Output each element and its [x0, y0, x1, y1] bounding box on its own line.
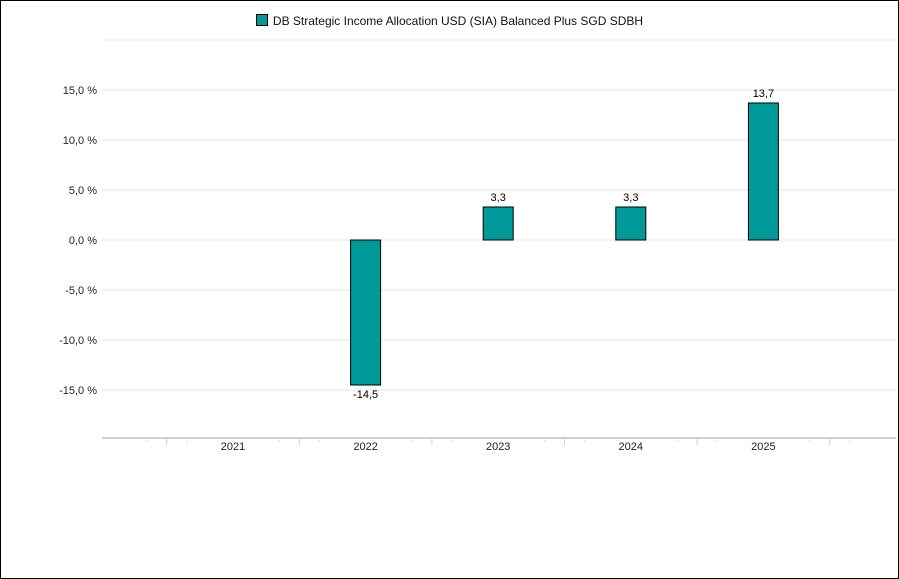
data-label: 3,3: [491, 192, 506, 204]
y-tick-label: 0,0 %: [69, 235, 97, 247]
x-tick-label: 2025: [751, 441, 775, 453]
x-tick-label: 2022: [353, 441, 377, 453]
y-tick-label: 5,0 %: [69, 185, 97, 197]
chart-legend: DB Strategic Income Allocation USD (SIA)…: [0, 14, 899, 28]
y-tick-label: -15,0 %: [59, 385, 97, 397]
legend-label: DB Strategic Income Allocation USD (SIA)…: [272, 14, 644, 28]
data-labels: -14,5 3,3 3,3 13,7: [353, 88, 774, 401]
y-tick-label: -5,0 %: [65, 285, 97, 297]
data-label: 3,3: [623, 192, 638, 204]
data-label: -14,5: [353, 389, 378, 401]
y-tick-label: 15,0 %: [63, 85, 97, 97]
x-tick-label: 2023: [486, 441, 510, 453]
bar: [482, 206, 514, 241]
legend-swatch: [255, 14, 268, 26]
y-tick-label: -10,0 %: [59, 335, 97, 347]
bars: [350, 102, 779, 386]
y-tick-label: 10,0 %: [63, 135, 97, 147]
y-axis-ticks: 15,0 % 10,0 % 5,0 % 0,0 % -5,0 % -10,0 % -15,0…: [59, 85, 97, 397]
bar: [350, 239, 382, 386]
x-axis-ticks: 2021 2022 2023 2024 2025: [221, 441, 776, 453]
bar: [615, 206, 647, 241]
bar: [747, 102, 779, 241]
data-label: 13,7: [753, 88, 774, 100]
x-tick-label: 2021: [221, 441, 245, 453]
x-tick-label: 2024: [619, 441, 643, 453]
x-axis: [102, 437, 896, 445]
